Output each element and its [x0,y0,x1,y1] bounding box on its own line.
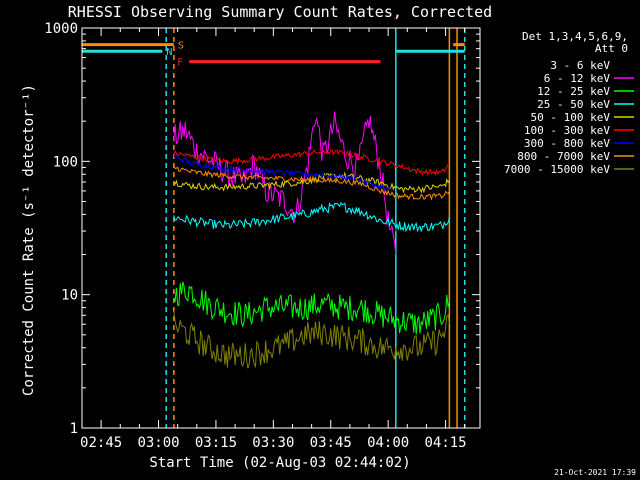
legend-label: 100 - 300 keV [524,124,610,137]
series-line-3 [173,201,450,233]
legend-label: 25 - 50 keV [537,98,610,111]
plot-frame [81,27,481,429]
legend-label: 7000 - 15000 keV [504,163,610,176]
series-lines [173,90,450,369]
y-tick-label: 1 [70,421,78,437]
footer-date: 21-Oct-2021 17:39 [554,468,636,477]
x-axis-label: Start Time (02-Aug-03 02:44:02) [149,455,410,471]
series-line-0 [173,90,397,232]
series-line-7 [173,165,450,201]
chart-title: RHESSI Observing Summary Count Rates, Co… [68,3,492,21]
flag-label-s: S [178,41,184,52]
legend-label: 3 - 6 keV [550,59,610,72]
series-line-5 [173,148,450,177]
x-tick-label: 04:15 [424,435,466,451]
series-line-8 [173,310,450,369]
x-tick-label: 03:45 [310,435,352,451]
x-tick-label: 03:00 [137,435,179,451]
y-axis-label: Corrected Count Rate (s⁻¹ detector⁻¹) [21,84,37,396]
x-tick-label: 03:30 [252,435,294,451]
axes: 1 10 100 1000 02:45 03:00 03:15 03:30 03:45 04:00… [44,21,481,451]
y-tick-label: 10 [61,288,78,304]
series-line-1 [173,111,397,255]
legend-label: 12 - 25 keV [537,85,610,98]
legend-header-2: Att 0 [595,42,628,55]
y-tick-label: 1000 [44,21,78,37]
flag-label-f: F [177,58,183,69]
legend-label: 6 - 12 keV [544,72,611,85]
legend-header-1: Det 1,3,4,5,6,9, [522,30,628,43]
x-tick-label: 04:00 [367,435,409,451]
legend-label: 50 - 100 keV [531,111,611,124]
series-line-2 [173,281,450,335]
flag-label-n: N [166,47,172,58]
legend-label: 800 - 7000 keV [517,150,610,163]
y-tick-label: 100 [53,154,78,170]
x-tick-label: 03:15 [195,435,237,451]
series-line-6 [173,154,393,192]
attenuator-flags: NSF [82,41,465,69]
x-tick-label: 02:45 [80,435,122,451]
legend-label: 300 - 800 keV [524,137,610,150]
